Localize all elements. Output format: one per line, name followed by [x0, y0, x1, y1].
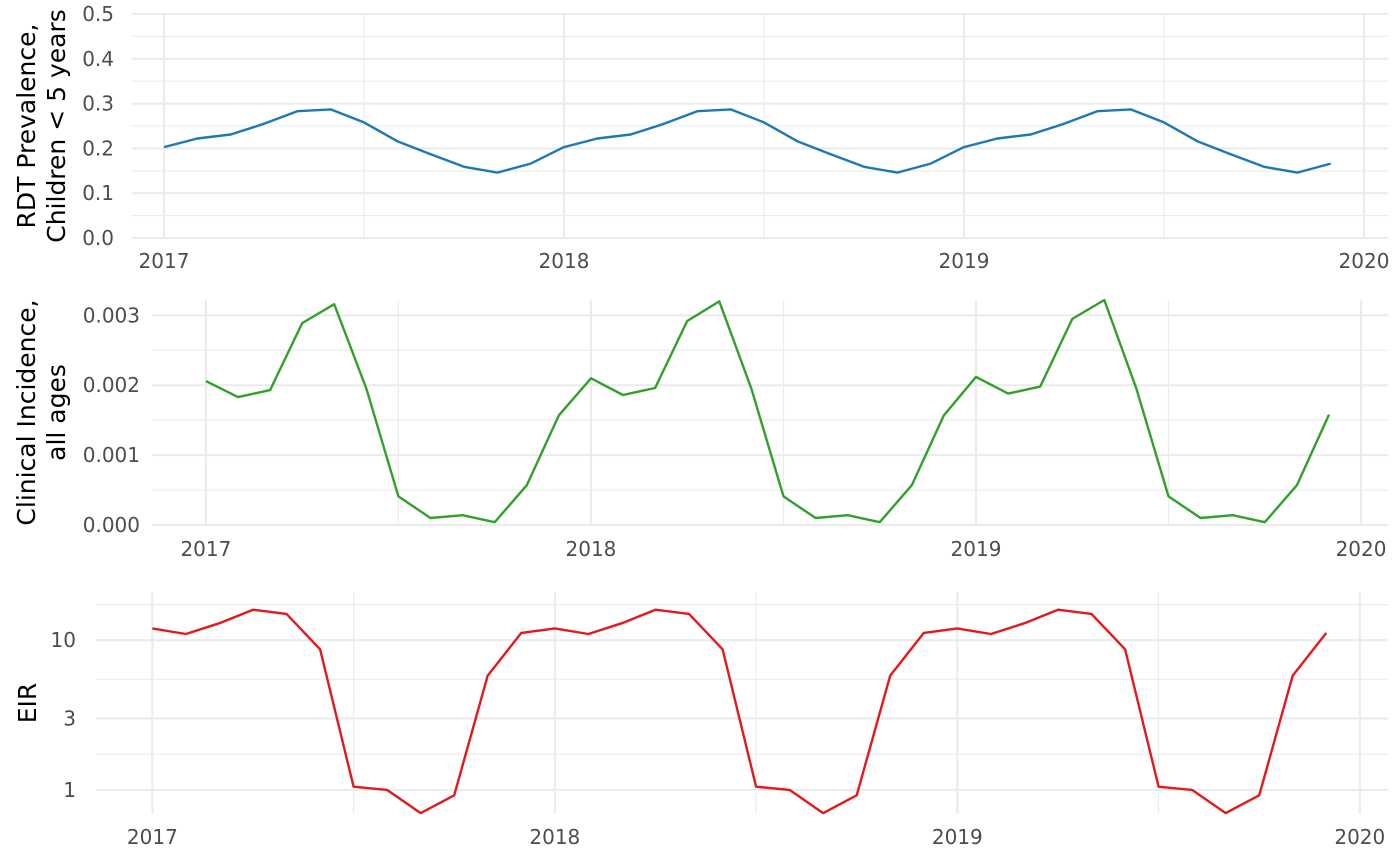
y-tick-label: 0.000 [83, 513, 140, 537]
y-axis-title-line: Clinical Incidence, [12, 299, 41, 525]
y-tick-label: 0.2 [82, 136, 114, 160]
y-tick-label: 3 [63, 706, 76, 730]
series-line-1 [205, 298, 1331, 524]
x-tick-label: 2020 [1334, 825, 1385, 849]
x-tick-label: 2020 [1336, 537, 1387, 561]
y-axis-title: Clinical Incidence,all ages [12, 299, 71, 525]
x-tick-label: 2020 [1339, 249, 1390, 273]
x-tick-label: 2017 [180, 537, 231, 561]
y-axis-title-line: EIR [13, 683, 42, 724]
y-tick-label: 0.1 [82, 181, 114, 205]
x-tick-label: 2018 [529, 825, 580, 849]
y-axis-title-line: RDT Prevalence, [12, 24, 41, 229]
y-axis-title-line: Children < 5 years [42, 9, 71, 243]
x-tick-label: 2019 [939, 249, 990, 273]
y-axis-title-line: all ages [42, 364, 71, 461]
grid [152, 300, 1388, 527]
x-tick-label: 2019 [951, 537, 1002, 561]
y-tick-label: 0.001 [83, 443, 140, 467]
series-line-1 [152, 608, 1328, 815]
y-tick-label: 1 [63, 778, 76, 802]
y-axis-title: EIR [13, 683, 42, 724]
y-tick-label: 0.002 [83, 373, 140, 397]
y-tick-label: 0.3 [82, 92, 114, 116]
y-tick-label: 0.5 [82, 2, 114, 26]
y-tick-label: 0.003 [83, 303, 140, 327]
y-tick-label: 0.4 [82, 47, 114, 71]
y-tick-label: 0.0 [82, 226, 114, 250]
series-line-1 [163, 108, 1332, 174]
chart-panel-2: 0.000 0.001 0.002 0.003 2017 2018 2019 2020 Clin… [12, 298, 1388, 561]
y-tick-label: 10 [51, 628, 76, 652]
x-tick-label: 2018 [566, 537, 617, 561]
x-tick-label: 2017 [127, 825, 178, 849]
y-axis-title: RDT Prevalence,Children < 5 years [12, 9, 71, 243]
grid [132, 12, 1388, 240]
chart-panel-3: 1 3 10 2017 2018 2019 2020 EIR [13, 592, 1388, 849]
x-tick-label: 2017 [139, 249, 190, 273]
grid [96, 592, 1388, 814]
x-tick-label: 2019 [932, 825, 983, 849]
chart-panel-1: 0.0 0.1 0.2 0.3 0.4 0.5 2017 2018 2019 2020 RDT Pr… [12, 2, 1389, 273]
x-tick-label: 2018 [539, 249, 590, 273]
